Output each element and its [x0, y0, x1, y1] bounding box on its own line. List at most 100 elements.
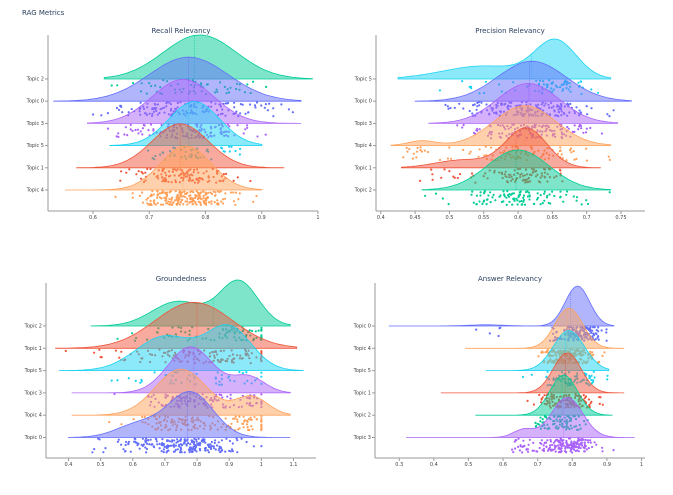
data-point [134, 128, 137, 132]
data-point [472, 104, 475, 107]
data-point [156, 189, 159, 193]
data-point [172, 443, 175, 446]
data-point [154, 437, 157, 440]
data-point [189, 190, 192, 193]
data-point [176, 195, 179, 198]
data-point [582, 394, 585, 397]
data-point [185, 443, 188, 446]
x-tick-label: 0.55 [478, 215, 489, 221]
data-point [207, 451, 210, 454]
data-point [539, 194, 542, 197]
data-point [260, 326, 263, 329]
density-topic-1 [440, 352, 625, 394]
data-point [159, 203, 163, 206]
data-point [160, 197, 163, 200]
data-point [506, 190, 509, 193]
data-point [166, 444, 169, 447]
data-point [168, 197, 171, 201]
data-point [252, 80, 255, 83]
data-point [447, 203, 450, 206]
data-point [450, 157, 453, 160]
data-point [149, 123, 153, 126]
data-point [204, 441, 207, 444]
data-point [179, 443, 182, 446]
data-point [206, 449, 209, 452]
data-point [183, 192, 187, 195]
data-point [513, 440, 516, 443]
data-point [123, 133, 126, 136]
data-point [542, 447, 546, 450]
data-point [145, 451, 148, 454]
data-point [144, 171, 147, 174]
data-point [106, 127, 110, 130]
x-tick-label: 0.5 [464, 462, 472, 468]
data-point [291, 111, 294, 114]
data-point [242, 415, 245, 418]
data-point [546, 449, 550, 452]
data-point [475, 328, 478, 331]
category-label: Topic 0 [353, 324, 371, 330]
data-point [129, 450, 132, 453]
data-point [260, 334, 263, 337]
data-point [166, 439, 169, 443]
data-point [484, 145, 487, 148]
data-point [577, 128, 580, 131]
data-point [184, 195, 187, 199]
data-point [540, 401, 543, 404]
data-point [181, 191, 184, 194]
data-point [246, 124, 249, 127]
category-label: Topic 4 [26, 188, 44, 194]
data-point [245, 371, 248, 374]
data-point [170, 203, 174, 206]
data-point [221, 147, 224, 150]
data-point [117, 135, 120, 138]
data-point [115, 106, 118, 110]
data-point [173, 199, 176, 202]
data-point [576, 439, 580, 442]
data-point [612, 449, 615, 452]
data-point [178, 203, 181, 206]
data-point [152, 193, 155, 196]
data-point [163, 196, 166, 199]
data-point [198, 444, 201, 447]
data-point [577, 446, 580, 449]
data-point [219, 190, 222, 193]
data-point [438, 89, 441, 92]
data-point [405, 146, 408, 149]
x-tick-label: 0.6 [514, 215, 522, 221]
data-point [197, 437, 200, 440]
data-point [130, 108, 133, 111]
data-point [91, 451, 94, 454]
data-point [539, 416, 542, 419]
data-point [186, 203, 189, 206]
data-point [565, 443, 569, 446]
data-point [165, 197, 168, 200]
data-point [224, 192, 227, 195]
data-point [204, 448, 207, 452]
data-point [129, 128, 132, 131]
data-point [207, 191, 210, 194]
data-point [255, 194, 258, 198]
data-point [238, 427, 241, 430]
data-point [514, 447, 517, 450]
data-point [209, 445, 212, 449]
data-point [205, 192, 208, 195]
data-point [141, 444, 144, 447]
data-point [589, 439, 592, 442]
data-point [209, 447, 213, 451]
data-point [229, 393, 232, 396]
data-point [598, 396, 601, 399]
data-point [197, 200, 200, 203]
data-point [552, 441, 556, 444]
data-point [186, 200, 189, 203]
data-point [559, 441, 562, 444]
data-point [585, 127, 588, 130]
density-topic-4 [465, 307, 625, 349]
data-point [438, 158, 442, 162]
data-point [546, 370, 549, 373]
data-point [573, 130, 576, 133]
data-point [224, 450, 227, 453]
data-point [590, 88, 593, 91]
x-tick-label: 1 [260, 462, 263, 468]
